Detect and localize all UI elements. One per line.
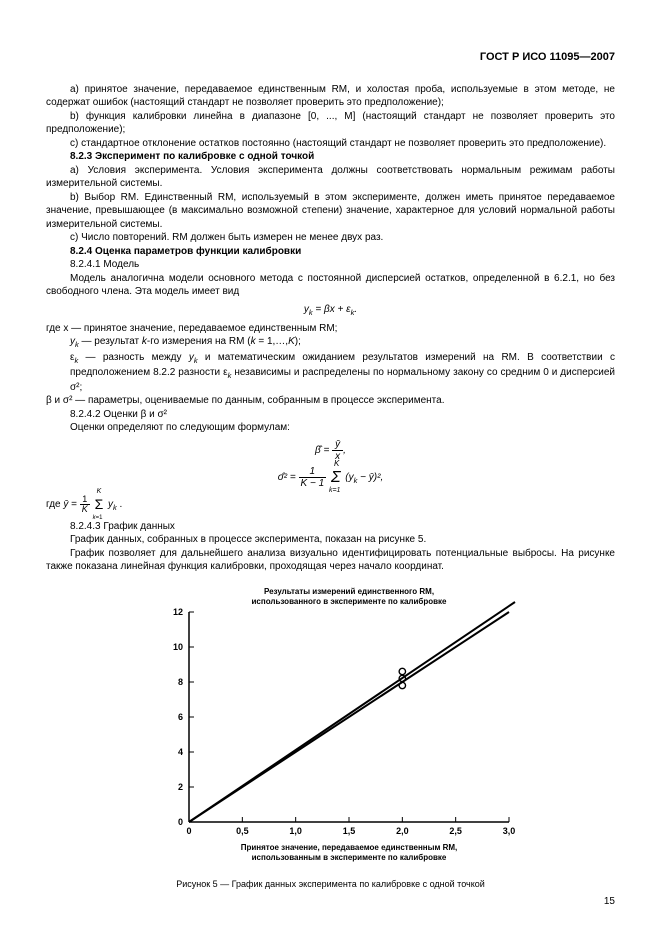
formula-2b: σ̂² = 1 K − 1 K Σ k=1 (yk − ȳ)², bbox=[278, 466, 384, 489]
svg-text:1,0: 1,0 bbox=[289, 826, 302, 836]
svg-text:2,0: 2,0 bbox=[396, 826, 409, 836]
svg-text:использованного в эксперименте: использованного в эксперименте по калибр… bbox=[251, 597, 447, 606]
heading-823: 8.2.3 Эксперимент по калибровке с одной … bbox=[46, 150, 615, 164]
para-823a: a) Условия эксперимента. Условия экспери… bbox=[46, 164, 615, 191]
formula-1: yk = βx + εk. bbox=[46, 303, 615, 318]
para-8241: Модель аналогична модели основного метод… bbox=[46, 272, 615, 299]
svg-text:8: 8 bbox=[177, 677, 182, 687]
para-823b: b) Выбор RM. Единственный RM, используем… bbox=[46, 191, 615, 232]
chart-svg: 0 2 4 6 8 10 12 0 0,5 1,0 1,5 2,0 2,5 3,0 Результаты и… bbox=[141, 582, 521, 872]
para-8243-1: График данных, собранных в процессе эксп… bbox=[46, 533, 615, 547]
svg-text:3,0: 3,0 bbox=[502, 826, 515, 836]
formula-1-text: yk = βx + εk. bbox=[304, 304, 357, 315]
heading-8241: 8.2.4.1 Модель bbox=[46, 258, 615, 272]
svg-text:10: 10 bbox=[172, 642, 182, 652]
svg-text:Результаты измерений единствен: Результаты измерений единственного RM, bbox=[263, 587, 433, 596]
svg-text:2: 2 bbox=[177, 782, 182, 792]
where-bsigma: β и σ² — параметры, оцениваемые по данны… bbox=[46, 394, 615, 408]
svg-text:использованным в эксперименте: использованным в эксперименте по калибро… bbox=[251, 853, 446, 862]
page: ГОСТ Р ИСО 11095—2007 a) принятое значен… bbox=[0, 0, 661, 936]
document-header: ГОСТ Р ИСО 11095—2007 bbox=[46, 50, 615, 65]
svg-text:0: 0 bbox=[186, 826, 191, 836]
svg-text:1,5: 1,5 bbox=[342, 826, 355, 836]
svg-text:6: 6 bbox=[177, 712, 182, 722]
page-number: 15 bbox=[604, 895, 615, 909]
para-a1a: a) принятое значение, передаваемое единс… bbox=[46, 83, 615, 110]
svg-text:2,5: 2,5 bbox=[449, 826, 462, 836]
where-eps: εk — разность между yk и математическим … bbox=[46, 351, 615, 395]
where-x: где x — принятое значение, передаваемое … bbox=[46, 322, 615, 336]
where-ybar: где ȳ = 1 K K Σ k=1 yk . bbox=[46, 495, 615, 514]
svg-text:4: 4 bbox=[177, 747, 182, 757]
para-823c: c) Число повторений. RM должен быть изме… bbox=[46, 231, 615, 245]
heading-8242: 8.2.4.2 Оценки β и σ² bbox=[46, 408, 615, 422]
svg-text:0,5: 0,5 bbox=[236, 826, 249, 836]
formula-2: β̂ = ȳ x , σ̂² = 1 K − 1 K Σ k=1 (yk − ȳ… bbox=[46, 439, 615, 489]
figure-caption: Рисунок 5 — График данных эксперимента п… bbox=[46, 878, 615, 890]
heading-824: 8.2.4 Оценка параметров функции калибров… bbox=[46, 245, 615, 259]
para-8242: Оценки определяют по следующим формулам: bbox=[46, 421, 615, 435]
svg-text:0: 0 bbox=[177, 817, 182, 827]
para-8243-2: График позволяет для дальнейшего анализа… bbox=[46, 547, 615, 574]
svg-text:12: 12 bbox=[172, 607, 182, 617]
svg-text:Принятое значение, передаваемо: Принятое значение, передаваемое единстве… bbox=[240, 843, 457, 852]
para-a1c: c) стандартное отклонение остатков посто… bbox=[46, 137, 615, 151]
figure-5: 0 2 4 6 8 10 12 0 0,5 1,0 1,5 2,0 2,5 3,0 Результаты и… bbox=[46, 582, 615, 872]
formula-2a: β̂ = ȳ x , bbox=[315, 439, 346, 462]
where-yk: yk — результат k-го измерения на RM (k =… bbox=[46, 335, 615, 350]
heading-8243: 8.2.4.3 График данных bbox=[46, 520, 615, 534]
para-a1b: b) функция калибровки линейна в диапазон… bbox=[46, 110, 615, 137]
